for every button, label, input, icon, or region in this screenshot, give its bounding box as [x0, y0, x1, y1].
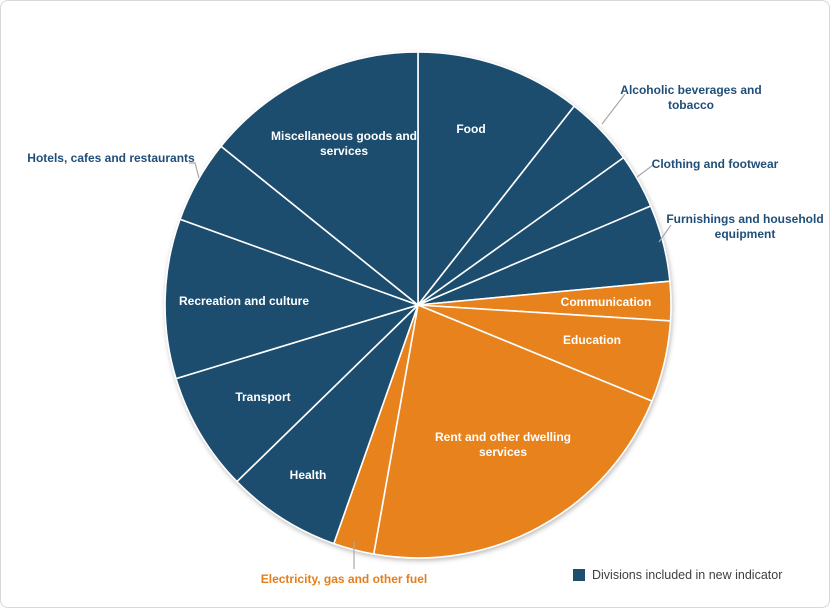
slice-label-electricity-gas-and-other-fuel: Electricity, gas and other fuel	[261, 572, 428, 586]
slice-label-transport: Transport	[235, 390, 290, 404]
leader-line-hotels-cafes-and-restaurants	[189, 162, 200, 179]
slice-label-furnishings-and-household-equipment: Furnishings and household equipment	[666, 212, 823, 241]
leader-line-alcoholic-beverages-and-tobacco	[601, 93, 626, 125]
slice-label-rent-and-other-dwelling-services: Rent and other dwelling services	[435, 430, 571, 459]
pie-slices	[164, 51, 672, 559]
pie-slice-food	[417, 51, 576, 306]
pie-slice-health	[236, 304, 419, 545]
slice-label-miscellaneous-goods-and-services: Miscellaneous goods and services	[271, 129, 417, 158]
slice-label-recreation-and-culture: Recreation and culture	[179, 294, 309, 308]
pie-slice-transport	[175, 304, 419, 483]
slice-label-food: Food	[456, 122, 485, 136]
legend-swatch-included	[573, 569, 585, 581]
legend-label: Divisions included in new indicator	[592, 568, 783, 582]
slice-labels: Food Alcoholic beverages and tobacco Clothi…	[27, 83, 823, 586]
pie-slice-rent-and-other-dwelling-services	[372, 304, 653, 559]
legend: Divisions included in new indicator	[573, 568, 782, 582]
slice-label-health: Health	[290, 468, 327, 482]
slice-label-hotels-cafes-and-restaurants: Hotels, cafes and restaurants	[27, 151, 195, 165]
slice-label-clothing-and-footwear: Clothing and footwear	[652, 157, 779, 171]
leader-line-furnishings-and-household-equipment	[658, 224, 672, 243]
pie-slice-recreation-and-culture	[164, 218, 419, 380]
slice-label-alcoholic-beverages-and-tobacco: Alcoholic beverages and tobacco	[620, 83, 761, 112]
slice-label-education: Education	[563, 333, 621, 347]
leader-line-clothing-and-footwear	[636, 164, 654, 178]
slice-label-communication: Communication	[561, 295, 652, 309]
pie-slice-miscellaneous-goods-and-services	[220, 51, 419, 306]
leader-lines	[189, 93, 672, 569]
